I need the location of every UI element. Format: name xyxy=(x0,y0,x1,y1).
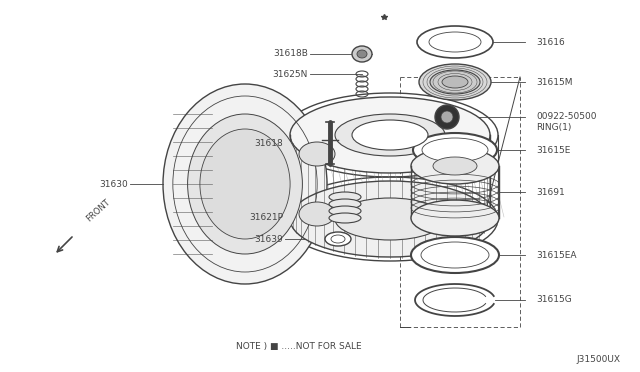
Text: 31691: 31691 xyxy=(536,187,564,196)
Ellipse shape xyxy=(357,50,367,58)
Text: 31639: 31639 xyxy=(254,234,283,244)
Ellipse shape xyxy=(331,235,345,243)
Ellipse shape xyxy=(419,64,491,100)
Text: 00922-50500
RING(1): 00922-50500 RING(1) xyxy=(536,112,596,132)
Ellipse shape xyxy=(335,198,445,240)
Ellipse shape xyxy=(352,46,372,62)
Ellipse shape xyxy=(411,237,499,273)
Ellipse shape xyxy=(442,76,468,88)
Ellipse shape xyxy=(188,114,302,254)
Ellipse shape xyxy=(163,84,327,284)
Ellipse shape xyxy=(411,148,499,184)
Ellipse shape xyxy=(299,202,335,226)
Text: NOTE ) ■ .....NOT FOR SALE: NOTE ) ■ .....NOT FOR SALE xyxy=(236,343,362,352)
Text: 31630: 31630 xyxy=(99,180,128,189)
Text: 31615M: 31615M xyxy=(536,77,573,87)
Ellipse shape xyxy=(421,242,489,268)
Ellipse shape xyxy=(435,105,459,129)
Ellipse shape xyxy=(335,114,445,156)
Text: 31616: 31616 xyxy=(536,38,564,46)
Ellipse shape xyxy=(200,129,290,239)
Ellipse shape xyxy=(329,199,361,209)
Ellipse shape xyxy=(441,111,453,123)
Ellipse shape xyxy=(417,26,493,58)
Ellipse shape xyxy=(433,157,477,175)
Text: J31500UX: J31500UX xyxy=(576,356,620,365)
Text: 31615EA: 31615EA xyxy=(536,250,577,260)
Ellipse shape xyxy=(413,133,497,167)
Ellipse shape xyxy=(329,192,361,202)
Ellipse shape xyxy=(299,142,335,166)
Ellipse shape xyxy=(411,200,499,236)
Ellipse shape xyxy=(352,120,428,150)
Text: 31615E: 31615E xyxy=(536,145,570,154)
Text: FRONT: FRONT xyxy=(84,197,111,223)
Ellipse shape xyxy=(329,213,361,223)
Ellipse shape xyxy=(422,138,488,162)
Ellipse shape xyxy=(430,70,480,94)
Text: 31615G: 31615G xyxy=(536,295,572,305)
Ellipse shape xyxy=(429,32,481,52)
Ellipse shape xyxy=(290,181,490,257)
Text: 31625N: 31625N xyxy=(273,70,308,78)
Text: 31618B: 31618B xyxy=(273,48,308,58)
Ellipse shape xyxy=(325,232,351,246)
Ellipse shape xyxy=(329,206,361,216)
Text: 31621P: 31621P xyxy=(249,212,283,221)
Text: 31618: 31618 xyxy=(254,138,283,148)
Ellipse shape xyxy=(290,97,490,173)
